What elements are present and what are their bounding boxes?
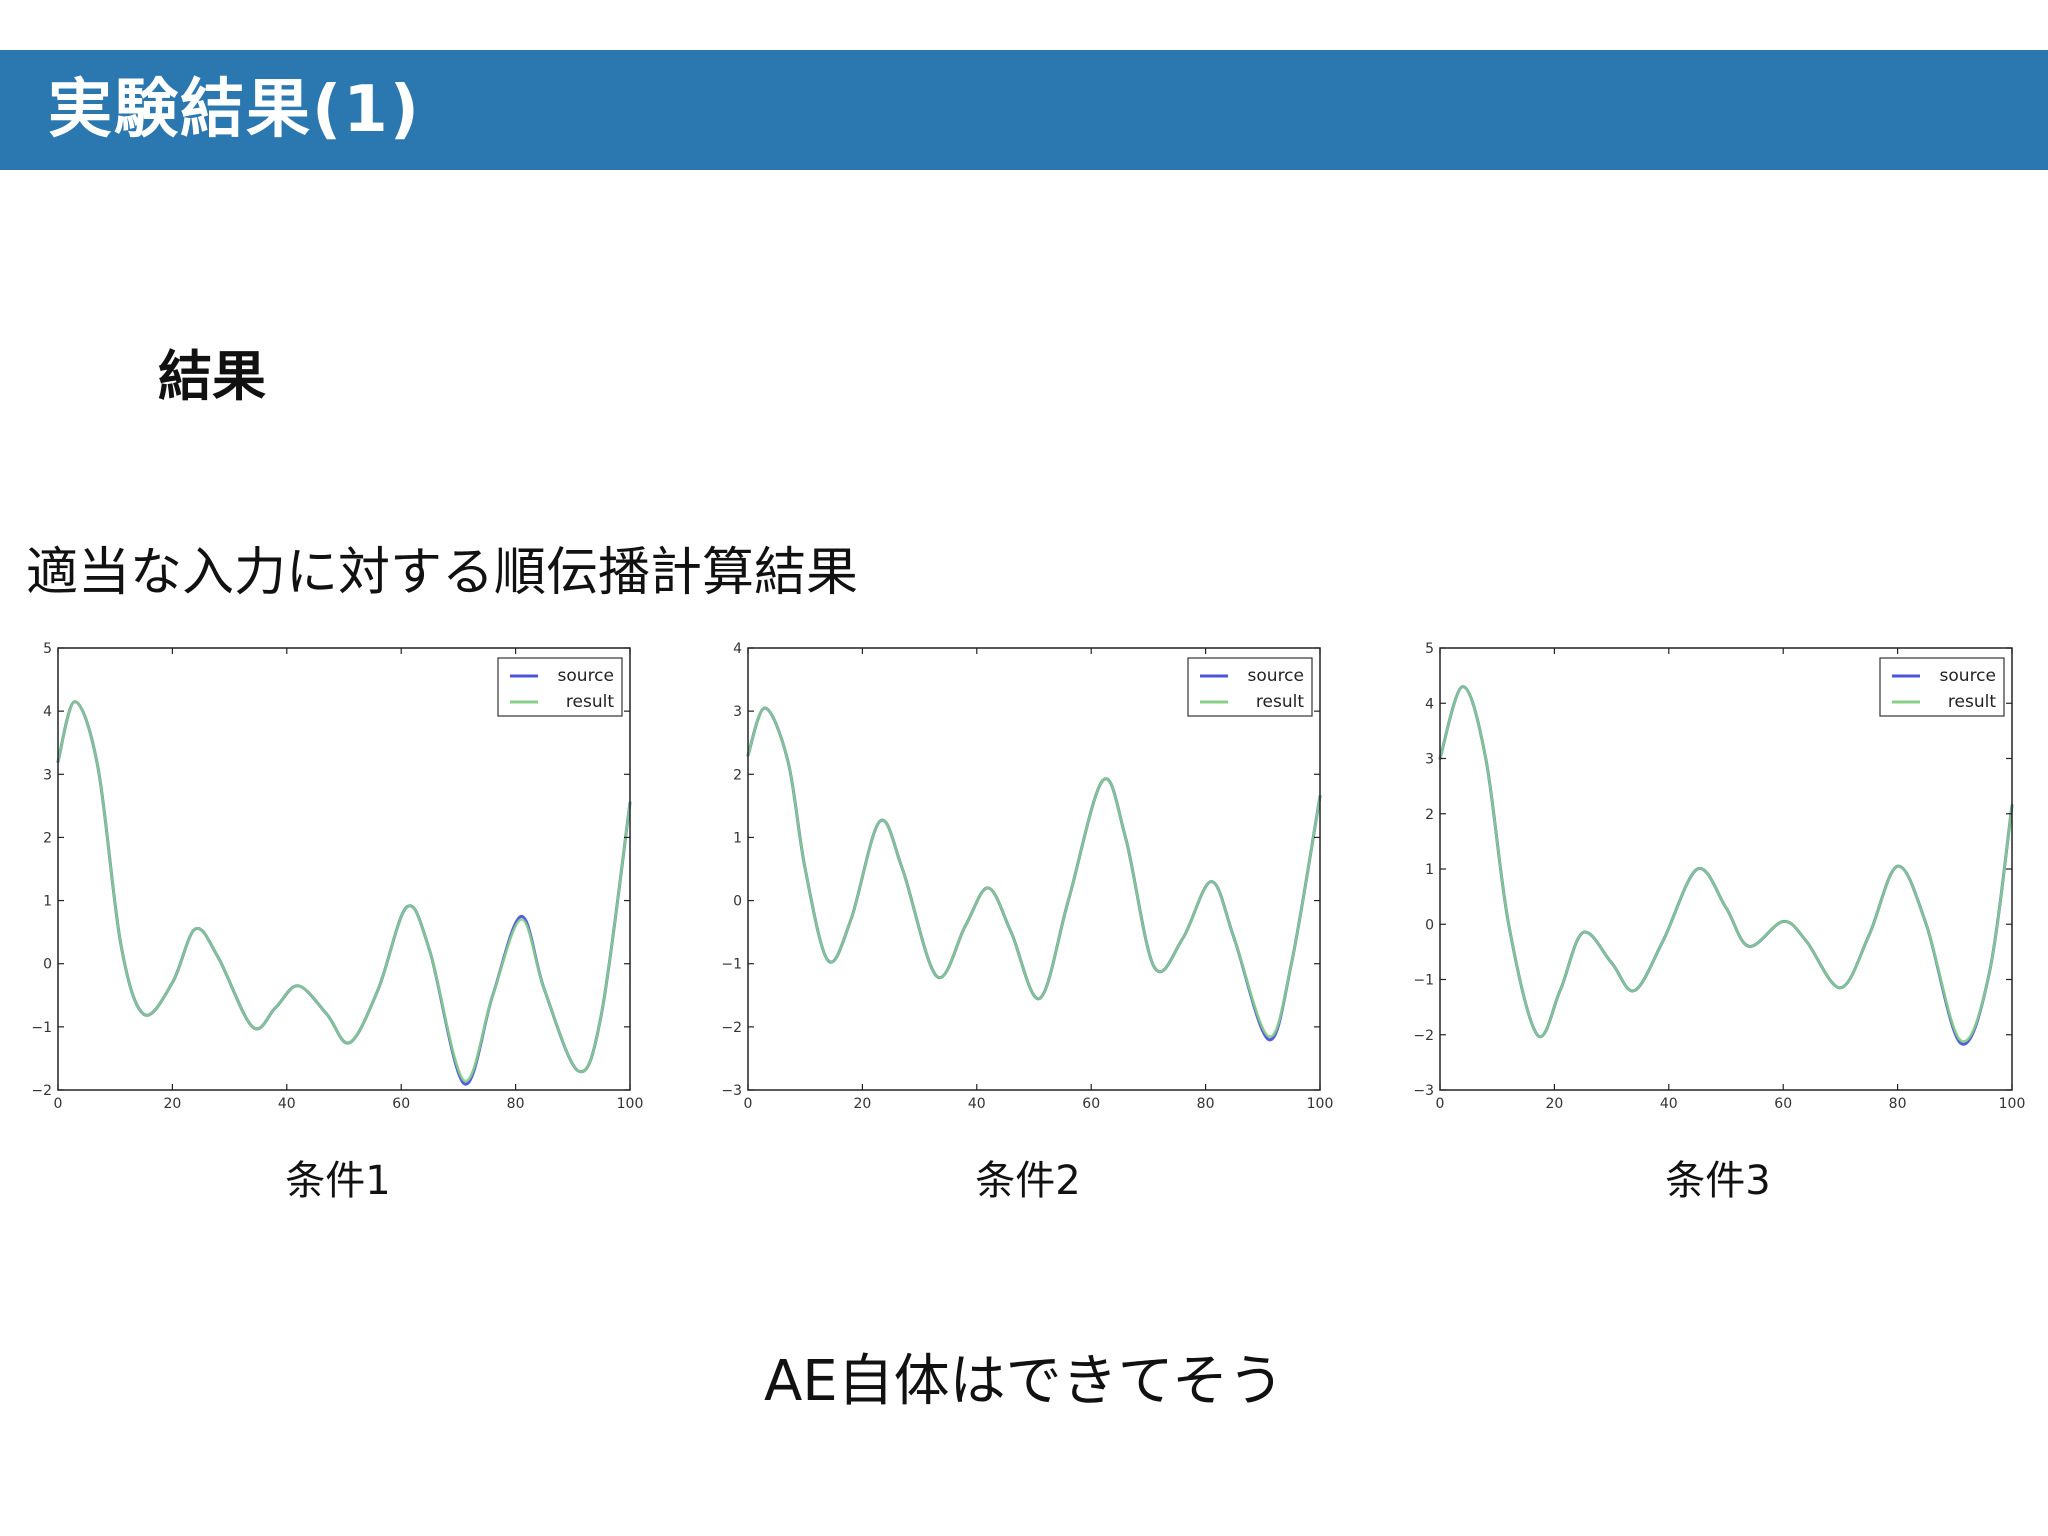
x-tick-label: 20 xyxy=(163,1096,181,1112)
y-tick-label: −2 xyxy=(1413,1028,1434,1044)
caption-condition-3: 条件3 xyxy=(1665,1158,1771,1204)
y-tick-label: −2 xyxy=(721,1020,742,1036)
y-tick-label: −1 xyxy=(31,1020,52,1036)
plot-frame xyxy=(747,647,1321,1091)
y-tick-label: 0 xyxy=(43,957,52,973)
series-line-result xyxy=(746,706,1322,1038)
x-tick-label: 20 xyxy=(853,1096,871,1112)
title-bar: 実験結果(1) xyxy=(0,50,2048,170)
y-tick-label: 3 xyxy=(733,704,742,720)
y-tick-label: 2 xyxy=(1425,807,1434,823)
legend-label-result: result xyxy=(1256,692,1304,712)
legend-label-source: source xyxy=(558,666,614,686)
y-tick-label: −3 xyxy=(721,1083,742,1099)
chart-svg: 0 20 40 60 80 100 −2 −1 0 1 2 3 4 5 source result xyxy=(31,641,644,1112)
y-tick-label: −2 xyxy=(31,1083,52,1099)
chart-condition-1: 0 20 40 60 80 100 −2 −1 0 1 2 3 4 5 source result xyxy=(18,632,678,1122)
x-tick-label: 80 xyxy=(1889,1096,1907,1112)
x-tick-label: 100 xyxy=(617,1096,644,1112)
legend-label-result: result xyxy=(1948,692,1996,712)
y-tick-label: 2 xyxy=(43,830,52,846)
y-tick-label: 0 xyxy=(1425,917,1434,933)
y-tick-label: 2 xyxy=(733,767,742,783)
x-tick-label: 40 xyxy=(1660,1096,1678,1112)
chart-svg: 0 20 40 60 80 100 −3 −2 −1 0 1 2 3 4 5 source result xyxy=(1413,641,2026,1112)
series-line-result xyxy=(56,700,632,1083)
x-tick-label: 60 xyxy=(1774,1096,1792,1112)
conclusion-text: AE自体はできてそう xyxy=(763,1349,1284,1414)
legend-box xyxy=(497,657,623,717)
y-tick-label: 3 xyxy=(1425,752,1434,768)
x-tick-label: 40 xyxy=(278,1096,296,1112)
series-line-source xyxy=(56,700,632,1086)
x-tick-label: 60 xyxy=(1082,1096,1100,1112)
caption-condition-1: 条件1 xyxy=(285,1158,391,1204)
y-tick-label: 4 xyxy=(43,704,52,720)
y-tick-label: 1 xyxy=(43,894,52,910)
x-tick-label: 100 xyxy=(1999,1096,2026,1112)
x-tick-label: 100 xyxy=(1307,1096,1334,1112)
chart-condition-2: 0 20 40 60 80 100 −3 −2 −1 0 1 2 3 4 source result xyxy=(708,632,1368,1122)
x-tick-label: 80 xyxy=(1197,1096,1215,1112)
x-tick-label: 0 xyxy=(744,1096,753,1112)
y-tick-label: 0 xyxy=(733,894,742,910)
description-text: 適当な入力に対する順伝播計算結果 xyxy=(26,543,859,603)
y-tick-label: 5 xyxy=(1425,641,1434,657)
legend-box xyxy=(1187,657,1313,717)
plot-frame xyxy=(57,647,631,1091)
chart-condition-3: 0 20 40 60 80 100 −3 −2 −1 0 1 2 3 4 5 source result xyxy=(1400,632,2048,1122)
y-tick-label: −1 xyxy=(1413,973,1434,989)
y-tick-label: 5 xyxy=(43,641,52,657)
chart-svg: 0 20 40 60 80 100 −3 −2 −1 0 1 2 3 4 source result xyxy=(721,641,1334,1112)
x-tick-label: 0 xyxy=(54,1096,63,1112)
slide-title: 実験結果(1) xyxy=(48,73,422,147)
legend-label-result: result xyxy=(566,692,614,712)
y-tick-label: 4 xyxy=(733,641,742,657)
legend-label-source: source xyxy=(1248,666,1304,686)
caption-condition-2: 条件2 xyxy=(975,1158,1081,1204)
y-tick-label: 1 xyxy=(1425,862,1434,878)
series-line-source xyxy=(1438,685,2014,1046)
x-tick-label: 60 xyxy=(392,1096,410,1112)
legend-box xyxy=(1879,657,2005,717)
x-tick-label: 80 xyxy=(507,1096,525,1112)
y-tick-label: 1 xyxy=(733,830,742,846)
series-line-result xyxy=(1438,685,2014,1043)
y-tick-label: −1 xyxy=(721,957,742,973)
y-tick-label: 4 xyxy=(1425,696,1434,712)
y-tick-label: −3 xyxy=(1413,1083,1434,1099)
x-tick-label: 40 xyxy=(968,1096,986,1112)
x-tick-label: 20 xyxy=(1545,1096,1563,1112)
x-tick-label: 0 xyxy=(1436,1096,1445,1112)
legend-label-source: source xyxy=(1940,666,1996,686)
y-tick-label: 3 xyxy=(43,767,52,783)
series-line-source xyxy=(746,706,1322,1042)
section-title: 結果 xyxy=(158,345,266,408)
